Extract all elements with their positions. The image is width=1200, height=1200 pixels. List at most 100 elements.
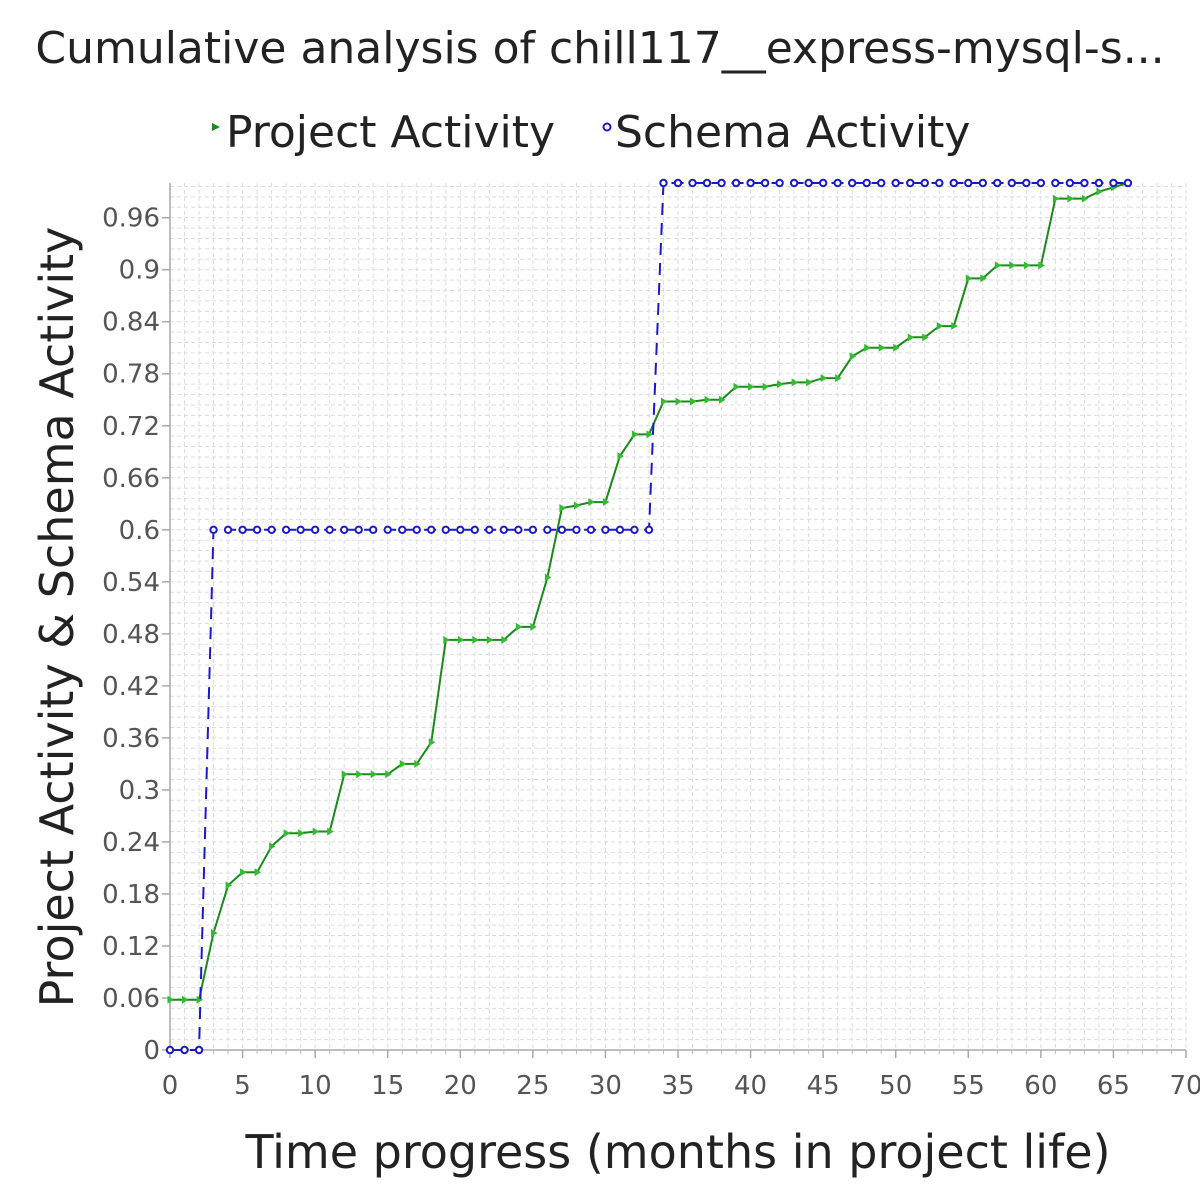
data-point: [211, 928, 218, 937]
data-point: [369, 525, 378, 534]
data-point: [325, 525, 334, 534]
data-point: [472, 635, 479, 644]
x-tick-label: 55: [952, 1071, 985, 1101]
data-point: [1036, 178, 1046, 188]
y-tick-label: 0.24: [102, 828, 160, 858]
data-point: [456, 525, 465, 534]
x-tick-label: 60: [1024, 1071, 1057, 1101]
data-point: [1038, 261, 1045, 270]
data-point: [165, 1045, 175, 1055]
data-point: [791, 378, 799, 387]
data-point: [182, 995, 189, 1004]
data-point: [312, 827, 320, 836]
data-point: [835, 374, 842, 383]
data-point: [862, 178, 871, 188]
data-point: [1052, 194, 1060, 203]
data-point: [514, 525, 523, 534]
data-point: [602, 498, 610, 507]
data-point: [544, 573, 552, 582]
data-point: [327, 827, 334, 836]
data-point: [398, 525, 407, 534]
data-point: [1081, 194, 1089, 203]
data-point: [298, 829, 305, 838]
data-point: [254, 868, 262, 877]
data-point: [341, 770, 349, 779]
y-tick-label: 0.78: [102, 360, 160, 390]
data-point: [457, 635, 465, 644]
data-point: [530, 622, 537, 631]
data-point: [238, 525, 247, 534]
legend-label-project-activity: Project Activity: [226, 107, 555, 158]
data-point: [573, 501, 581, 510]
data-point: [673, 178, 683, 188]
data-point: [936, 322, 944, 331]
data-point: [646, 430, 653, 439]
data-point: [443, 635, 450, 644]
x-tick-label: 15: [371, 1071, 404, 1101]
data-point: [209, 525, 218, 534]
data-point: [690, 397, 697, 406]
data-point: [702, 178, 712, 188]
data-point: [1023, 261, 1031, 270]
data-point: [385, 770, 392, 779]
data-point: [762, 382, 770, 391]
data-point: [281, 525, 291, 534]
grid: [169, 183, 1187, 1051]
y-tick-label: 0.18: [102, 880, 160, 910]
x-axis-ticks: 0 5 10 15 20 25 30 35 40 45 50 55 60 65 70: [162, 1050, 1200, 1101]
data-point: [704, 395, 712, 404]
data-point: [196, 995, 204, 1004]
data-point: [688, 178, 697, 188]
data-point: [528, 525, 538, 534]
legend-marker-project-activity: [212, 123, 220, 131]
data-point: [731, 178, 741, 188]
data-point: [501, 635, 508, 644]
y-tick-label: 0.6: [119, 516, 160, 546]
data-point: [949, 178, 958, 188]
data-point: [225, 881, 233, 890]
data-point: [893, 343, 900, 352]
legend: Project Activity Schema Activity: [212, 107, 970, 158]
data-point: [515, 622, 523, 631]
data-point: [849, 352, 857, 361]
data-point: [806, 378, 813, 387]
data-point: [1096, 187, 1103, 196]
data-point: [399, 759, 407, 768]
data-point: [993, 178, 1002, 188]
data-point: [240, 868, 247, 877]
data-point: [1109, 178, 1118, 188]
data-point: [964, 178, 973, 188]
y-axis-title: Project Activity & Schema Activity: [30, 227, 84, 1008]
data-point: [1065, 178, 1075, 188]
x-tick-label: 70: [1169, 1071, 1200, 1101]
data-point: [965, 274, 973, 283]
data-point: [1009, 261, 1016, 270]
data-point: [1022, 178, 1031, 188]
y-tick-label: 0.96: [102, 204, 160, 234]
y-tick-label: 0.72: [102, 412, 160, 442]
data-point: [1067, 194, 1074, 203]
data-point: [370, 770, 378, 779]
data-point: [572, 525, 581, 534]
x-tick-label: 25: [516, 1071, 549, 1101]
data-point: [719, 395, 726, 404]
y-axis-ticks: 0 0.06 0.12 0.18 0.24 0.3 0.36 0.42 0.48 0.54 0.6 0…: [102, 204, 170, 1066]
x-tick-label: 30: [589, 1071, 622, 1101]
data-point: [194, 1045, 204, 1055]
data-point: [631, 430, 639, 439]
data-point: [428, 738, 436, 747]
data-point: [760, 178, 770, 188]
y-tick-label: 0.36: [102, 724, 160, 754]
y-tick-label: 0.9: [119, 256, 160, 286]
y-tick-label: 0.48: [102, 620, 160, 650]
y-tick-label: 0.12: [102, 932, 160, 962]
data-point: [935, 178, 944, 188]
y-tick-label: 0.3: [119, 776, 160, 806]
data-point: [978, 178, 987, 188]
data-point: [748, 382, 755, 391]
series-project-activity: [167, 179, 1132, 1004]
y-tick-label: 0.06: [102, 984, 160, 1014]
data-point: [267, 525, 276, 534]
data-point: [789, 178, 799, 188]
